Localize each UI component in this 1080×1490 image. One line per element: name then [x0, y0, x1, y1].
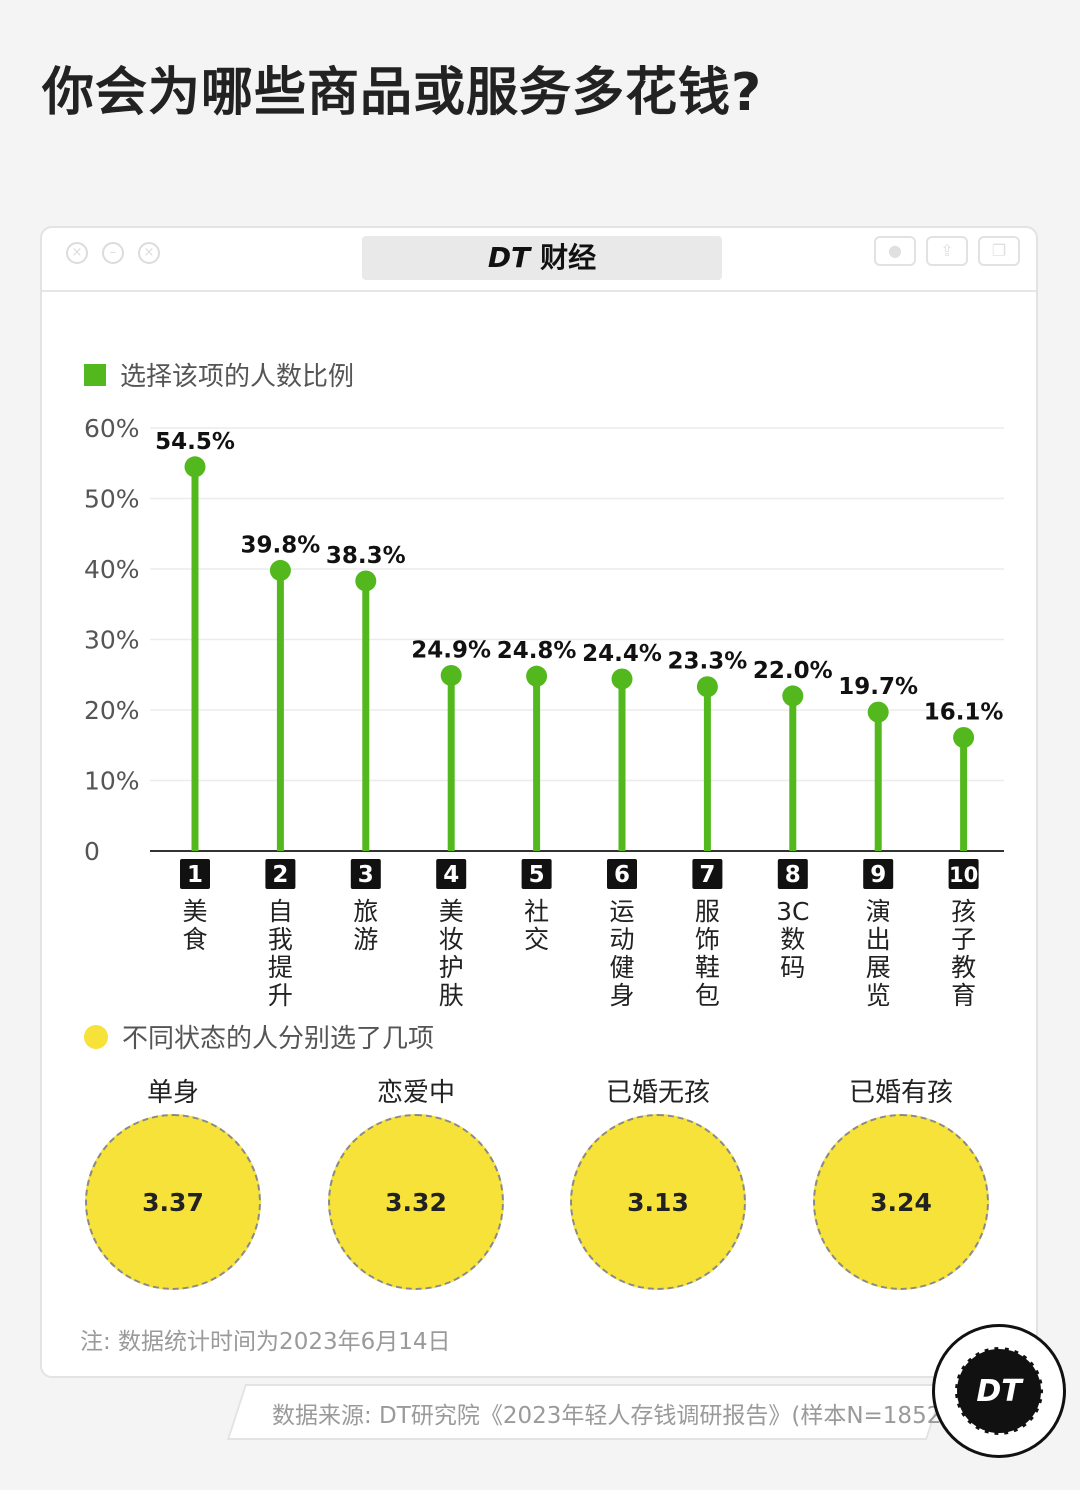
- group-label-married-kids: 已婚有孩: [848, 1078, 953, 1108]
- lollipop-dot: [782, 685, 804, 707]
- rank-number: 10: [949, 863, 978, 887]
- rank-badge: [265, 859, 296, 889]
- source-text: 数据来源: DT研究院《2023年轻人存钱调研报告》(样本N=1852): [272, 1403, 951, 1429]
- legend-bubble-chart: 不同状态的人分别选了几项: [84, 1018, 434, 1055]
- lollipop-dot: [526, 665, 548, 687]
- rank-number: 3: [358, 862, 374, 888]
- category-label: 3C 数码: [776, 897, 809, 982]
- dt-logo-text: DT: [955, 1347, 1043, 1435]
- minimize-icon[interactable]: –: [102, 242, 124, 264]
- y-tick-label: 30%: [84, 626, 140, 655]
- category-label: 自我提升: [268, 897, 293, 1010]
- lollipop-dot: [355, 570, 377, 592]
- group-label-dating: 恋爱中: [376, 1078, 455, 1108]
- brand-text: 财经: [540, 241, 597, 274]
- category-label: 社交: [524, 897, 549, 954]
- footnote: 注: 数据统计时间为2023年6月14日: [80, 1329, 451, 1355]
- bubble-married-kids: 3.24: [813, 1114, 989, 1290]
- lollipop-dot: [440, 664, 462, 686]
- brand-logo: DT: [487, 241, 531, 274]
- y-tick-label: 20%: [84, 696, 140, 725]
- page-title: 你会为哪些商品或服务多花钱?: [42, 63, 763, 123]
- y-tick-label: 60%: [84, 414, 140, 443]
- value-label: 16.1%: [924, 699, 1004, 725]
- rank-number: 4: [443, 862, 459, 888]
- lollipop-dot: [696, 676, 718, 698]
- value-label: 39.8%: [241, 532, 321, 558]
- record-icon[interactable]: ●: [874, 236, 916, 266]
- lollipop-dot: [611, 668, 633, 690]
- value-label: 54.5%: [155, 429, 235, 455]
- brand-bar: DT 财经: [362, 236, 722, 280]
- legend-swatch-green: [84, 363, 106, 386]
- rank-badge: [863, 859, 894, 889]
- rank-number: 2: [272, 862, 288, 888]
- legend-bar-chart: 选择该项的人数比例: [84, 356, 354, 393]
- category-label: 孩子教育: [951, 897, 976, 1010]
- rank-badge: [607, 859, 637, 889]
- close-icon[interactable]: ×: [66, 242, 88, 264]
- bubble-married-no-kids: 3.13: [570, 1114, 746, 1290]
- rank-badge: [180, 859, 210, 889]
- rank-badge: [521, 859, 552, 889]
- value-label: 24.4%: [582, 641, 662, 667]
- lollipop-chart: 0 10% 20% 30% 40% 50% 60% 54.5% 1 美食 39.8% 2 自我提升 38.…: [84, 414, 1004, 1010]
- category-label: 运动健身: [609, 897, 634, 1010]
- lollipop-dot: [269, 559, 291, 581]
- rank-badge: [948, 859, 979, 889]
- y-tick-label: 10%: [84, 767, 140, 796]
- value-label: 19.7%: [838, 674, 918, 700]
- maximize-icon[interactable]: ×: [138, 242, 160, 264]
- dt-logo: DT: [932, 1324, 1066, 1458]
- rank-badge: [350, 859, 381, 889]
- legend-bubble-label: 不同状态的人分别选了几项: [122, 1024, 435, 1054]
- category-label: 旅游: [353, 897, 378, 954]
- share-icon[interactable]: ⇪: [926, 236, 968, 266]
- rank-number: 9: [870, 862, 886, 888]
- lollipop-dot: [867, 701, 889, 723]
- category-label: 演出展览: [866, 897, 891, 1010]
- value-label: 24.9%: [411, 637, 491, 663]
- y-tick-label: 40%: [84, 555, 140, 584]
- value-label: 24.8%: [497, 638, 577, 664]
- window-titlebar: × – × DT 财经 ● ⇪ ❐: [42, 228, 1036, 292]
- legend-bar-label: 选择该项的人数比例: [120, 362, 355, 392]
- category-label: 美食: [182, 897, 207, 954]
- y-tick-label: 0: [84, 837, 100, 866]
- group-label-married-no-kids: 已婚无孩: [605, 1078, 710, 1108]
- value-label: 23.3%: [668, 649, 748, 675]
- rank-number: 8: [785, 862, 801, 888]
- group-label-single: 单身: [146, 1078, 199, 1108]
- rank-number: 1: [187, 862, 203, 888]
- category-label: 美妆护肤: [439, 897, 464, 1010]
- value-label: 22.0%: [753, 658, 833, 684]
- rank-badge: [777, 859, 808, 889]
- rank-number: 5: [529, 862, 545, 888]
- bubble-dating: 3.32: [328, 1114, 504, 1290]
- bubble-single: 3.37: [85, 1114, 261, 1290]
- lollipop-dot: [953, 726, 975, 748]
- rank-badge: [692, 859, 723, 889]
- legend-swatch-yellow: [84, 1024, 108, 1049]
- rank-number: 6: [614, 862, 630, 888]
- value-label: 38.3%: [326, 543, 406, 569]
- y-tick-label: 50%: [84, 485, 140, 514]
- rank-badge: [436, 859, 467, 889]
- category-label: 服饰鞋包: [695, 897, 720, 1010]
- rank-number: 7: [699, 862, 715, 888]
- copy-icon[interactable]: ❐: [978, 236, 1020, 266]
- lollipop-dot: [184, 456, 206, 478]
